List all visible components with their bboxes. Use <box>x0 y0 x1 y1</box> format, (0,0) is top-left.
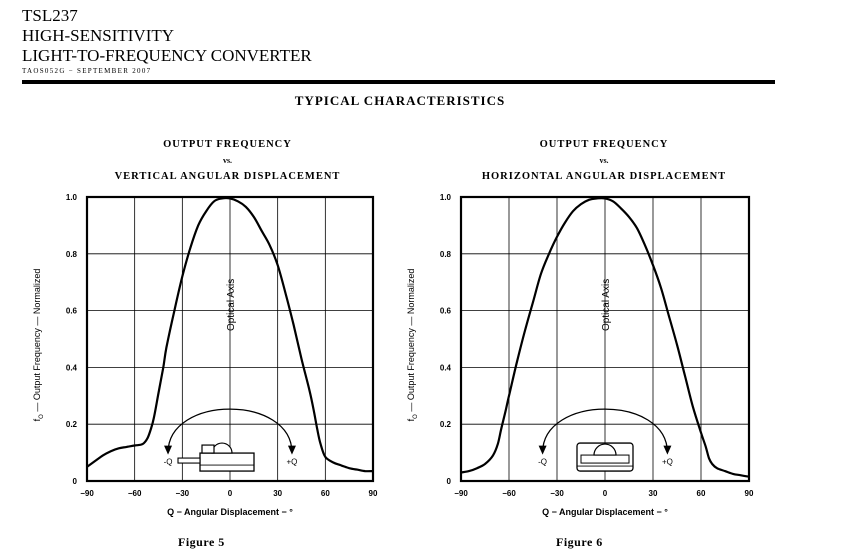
chart1-package-body <box>199 452 255 472</box>
chart1-series-line <box>86 196 374 473</box>
chart1-plot: −90 −60 −30 0 30 60 90 0 0.2 0.4 0.6 0.8 1.0 Q − Angu… <box>32 193 378 517</box>
chart2-frame <box>459 195 751 483</box>
section-title: TYPICAL CHARACTERISTICS <box>294 93 506 108</box>
doc-code: TAOS052G − SEPTEMBER 2007 <box>22 67 152 75</box>
chart2-title: OUTPUT FREQUENCY <box>539 139 669 150</box>
figure5-caption: Figure 5 <box>178 535 225 549</box>
chart2-ylabel-sub: O <box>413 414 419 419</box>
chart1-optical-axis-label: Optical Axis <box>226 279 237 331</box>
chart2-arrow-right <box>663 445 672 455</box>
chart2-xtick-label: 60 <box>697 489 706 498</box>
chart1-package-leads <box>177 457 201 464</box>
chart1-package-lens <box>211 442 233 454</box>
chart2-package-lens <box>593 443 617 456</box>
product-line1: HIGH-SENSITIVITY <box>22 26 175 45</box>
chart2-xlabel: Q − Angular Displacement − ° <box>542 507 668 517</box>
product-line2: LIGHT-TO-FREQUENCY CONVERTER <box>22 46 312 65</box>
chart1-arrow-right <box>287 445 296 455</box>
chart2-ylabel: fO — Output Frequency — Normalized <box>406 269 419 422</box>
chart1-rotation-arc <box>167 408 293 453</box>
chart2-ylabel-rest: — Output Frequency — Normalized <box>406 269 416 415</box>
chart1-title: OUTPUT FREQUENCY <box>163 139 292 150</box>
chart2-xtick-label: 30 <box>649 489 658 498</box>
chart1-xtick-label: −90 <box>80 489 94 498</box>
chart2-xtick-label: −30 <box>550 489 564 498</box>
chart2-xtick-label: 0 <box>603 489 608 498</box>
chart2-ytick-label: 1.0 <box>440 193 452 202</box>
chart1-xtick-label: 60 <box>321 489 330 498</box>
chart2-xtick-label: −60 <box>502 489 516 498</box>
chart2-package-icon <box>576 442 634 472</box>
header-rule <box>22 80 775 84</box>
chart1-arrow-left <box>164 445 173 455</box>
chart1-label-minus-q: -Q <box>164 458 173 467</box>
chart1-ytick-label: 0.6 <box>66 307 78 316</box>
chart1-subtitle: VERTICAL ANGULAR DISPLACEMENT <box>114 171 341 182</box>
chart2-ytick-label: 0.2 <box>440 420 452 429</box>
chart1-package-top <box>201 444 215 454</box>
chart1-ylabel: fO — Output Frequency — Normalized <box>32 269 45 422</box>
chart2-title-block: OUTPUT FREQUENCY vs. HORIZONTAL ANGULAR … <box>456 137 752 185</box>
chart2-optical-axis-label: Optical Axis <box>601 279 612 331</box>
chart2-subtitle: HORIZONTAL ANGULAR DISPLACEMENT <box>481 171 727 182</box>
chart1-xtick-label: 90 <box>369 489 378 498</box>
chart1-xtick-label: −30 <box>176 489 190 498</box>
chart1-ylabel-rest: — Output Frequency — Normalized <box>32 269 42 415</box>
chart2-plot: −90 −60 −30 0 30 60 90 0 0.2 0.4 0.6 0.8 1.0 Q − Angu… <box>406 193 754 517</box>
chart2-series-line <box>460 197 750 478</box>
chart1-xtick-label: 30 <box>273 489 282 498</box>
chart2-package-band <box>580 454 630 464</box>
figure6-caption: Figure 6 <box>556 535 603 549</box>
chart1-ylabel-sym: f <box>32 418 42 421</box>
chart2-ylabel-sym: f <box>406 418 416 421</box>
chart2-label-plus-q: +Q <box>662 458 673 467</box>
chart1-frame <box>85 195 375 483</box>
chart1-xtick-label: −60 <box>128 489 142 498</box>
chart2-label-minus-q: -Q <box>538 458 547 467</box>
chart2-title-vs: vs. <box>599 156 609 165</box>
chart2-xtick-label: −90 <box>454 489 468 498</box>
chart2-ytick-label: 0.4 <box>440 363 452 372</box>
chart1-ylabel-sub: O <box>39 414 45 419</box>
chart1-xtick-label: 0 <box>228 489 233 498</box>
chart1-package-icon <box>177 442 255 472</box>
chart1-label-plus-q: +Q <box>287 458 298 467</box>
chart2-xtick-label: 90 <box>745 489 754 498</box>
chart2-rotation-arc <box>541 408 669 453</box>
part-number: TSL237 <box>22 6 78 25</box>
chart1-ytick-label: 0.4 <box>66 363 78 372</box>
chart2-ytick-label: 0 <box>447 477 452 486</box>
chart1-ytick-label: 0.2 <box>66 420 78 429</box>
chart1-xlabel: Q − Angular Displacement − ° <box>167 507 293 517</box>
chart2-ytick-label: 0.6 <box>440 307 452 316</box>
chart1-title-vs: vs. <box>222 156 233 165</box>
chart1-title-block: OUTPUT FREQUENCY vs. VERTICAL ANGULAR DI… <box>80 137 375 185</box>
chart1-ytick-label: 1.0 <box>66 193 78 202</box>
chart1-ytick-label: 0.8 <box>66 250 78 259</box>
chart2-ytick-label: 0.8 <box>440 250 452 259</box>
chart2-arrow-left <box>538 445 547 455</box>
chart1-ytick-label: 0 <box>73 477 78 486</box>
